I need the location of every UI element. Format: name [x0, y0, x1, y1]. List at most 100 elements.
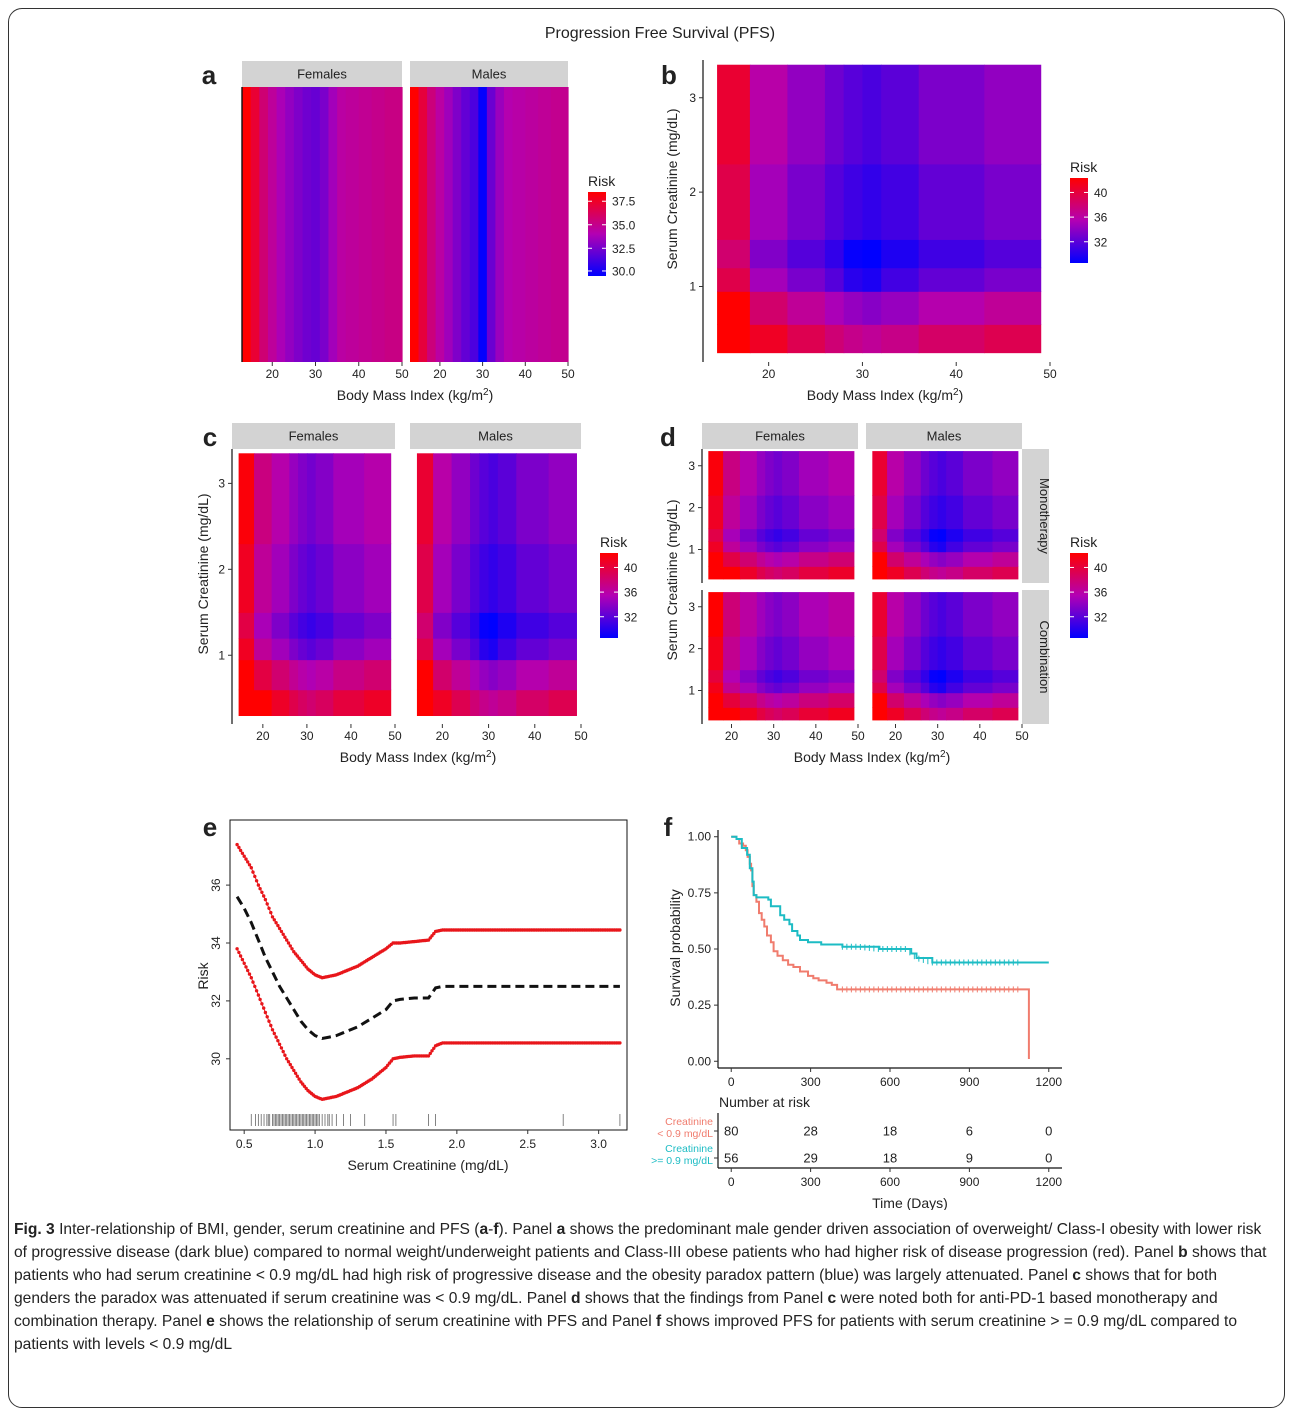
heatmap-cell [798, 551, 830, 567]
x-tick-label: 30 [300, 729, 314, 743]
heatmap-cell [824, 239, 845, 269]
series-point [235, 842, 239, 847]
x-tick-label: 30 [309, 367, 323, 381]
heatmap-cell [887, 566, 905, 580]
heatmap-cell [479, 689, 490, 717]
heatmap-cell [488, 638, 499, 661]
heatmap-cell [723, 669, 741, 683]
heatmap-cell [881, 64, 920, 165]
series-point [265, 902, 269, 906]
heatmap-cell [918, 163, 985, 240]
heatmap-cell [708, 541, 724, 553]
series-point [238, 848, 243, 853]
heatmap-cell-males [538, 87, 552, 362]
heatmap-cell [756, 566, 766, 580]
legend-colorbar [1070, 553, 1088, 638]
facet-strip-label: Females [755, 429, 805, 444]
heatmap-cell [798, 682, 830, 694]
facet-strip-label: Females [289, 429, 339, 444]
series-upper-points [235, 842, 622, 980]
series-point [277, 1042, 282, 1047]
legend-tick-label: 32 [1094, 235, 1108, 249]
heatmap-cell [872, 451, 888, 496]
heatmap-cell [765, 669, 775, 683]
heatmap-cell [782, 541, 800, 553]
heatmap-cell [516, 638, 550, 661]
heatmap-cell [903, 592, 922, 637]
heatmap-cell [416, 638, 434, 661]
heatmap-cell-females [311, 87, 321, 362]
series-point [246, 968, 250, 973]
series-point [263, 1010, 268, 1015]
risk-row-label: < 0.9 mg/dL [657, 1128, 713, 1140]
heatmap-cell [708, 682, 724, 694]
caption-panel-ref: e [206, 1313, 215, 1330]
legend-tick-label: 36 [1094, 586, 1108, 600]
heatmap-cell [903, 451, 922, 496]
heatmap-cell [298, 659, 308, 691]
legend-tick-label: 32.5 [612, 242, 636, 256]
heatmap-cell [497, 689, 517, 717]
heatmap-cell [992, 592, 1019, 637]
heatmap-cell [723, 528, 741, 542]
heatmap-cell [881, 239, 920, 269]
heatmap-cell [739, 566, 758, 580]
heatmap-cell [765, 636, 775, 671]
heatmap-cell [488, 612, 499, 639]
x-tick-label: 50 [1015, 729, 1029, 743]
heatmap-cell [548, 543, 577, 613]
x-tick-label: 300 [801, 1175, 821, 1189]
heatmap-cell [548, 659, 577, 691]
heatmap-cell [497, 659, 517, 691]
heatmap-cell-males [410, 87, 420, 362]
heatmap-cell [828, 636, 855, 671]
heatmap-cell [798, 528, 830, 542]
heatmap-cell [929, 682, 939, 694]
heatmap-cell [992, 495, 1019, 530]
facet-strip-label: Females [297, 67, 347, 82]
heatmap-cell [962, 551, 994, 567]
heatmap-cell [306, 638, 317, 661]
heatmap-cell [306, 612, 317, 639]
heatmap-cell [708, 528, 724, 542]
heatmap-cell [798, 669, 830, 683]
x-tick-label: 2.0 [449, 1137, 466, 1151]
heatmap-cell [929, 495, 939, 530]
heatmap-cell [497, 612, 517, 639]
heatmap-cell [756, 636, 766, 671]
heatmap-cell [364, 638, 392, 661]
heatmap-cell [470, 453, 480, 545]
risk-count: 18 [883, 1151, 897, 1166]
heatmap-cell [962, 692, 994, 708]
heatmap-cell [962, 528, 994, 542]
heatmap-cell [497, 638, 517, 661]
x-tick-label: 40 [973, 729, 987, 743]
heatmap-cell [470, 638, 480, 661]
y-tick-label: 3 [688, 600, 695, 614]
heatmap-cell [937, 682, 947, 694]
heatmap-cell [708, 592, 724, 637]
x-tick-label: 40 [809, 729, 823, 743]
panel-letter-c: c [203, 422, 217, 452]
series-point [426, 1054, 431, 1058]
heatmap-cell [920, 592, 930, 637]
censor-marks [841, 943, 1019, 966]
caption-panel-ref: a [479, 1221, 489, 1238]
series-point [286, 1060, 291, 1064]
km-curve-Creatinine < 0.9 mg/dL [731, 835, 1030, 1059]
heatmap-cell [497, 543, 517, 613]
heatmap-cell [756, 451, 766, 496]
heatmap-cell-males [435, 87, 445, 362]
heatmap-cell [887, 541, 905, 553]
heatmap-cell [470, 612, 480, 639]
heatmap-cell [516, 453, 550, 545]
series-point [254, 879, 259, 883]
heatmap-cell [798, 495, 830, 530]
heatmap-cell-females [276, 87, 286, 362]
heatmap-cell [787, 64, 826, 165]
series-point [242, 961, 246, 965]
heatmap-cell [238, 638, 255, 661]
legend-tick-label: 40 [1094, 186, 1108, 200]
heatmap-cell [962, 451, 994, 496]
heatmap-cell [920, 636, 930, 671]
